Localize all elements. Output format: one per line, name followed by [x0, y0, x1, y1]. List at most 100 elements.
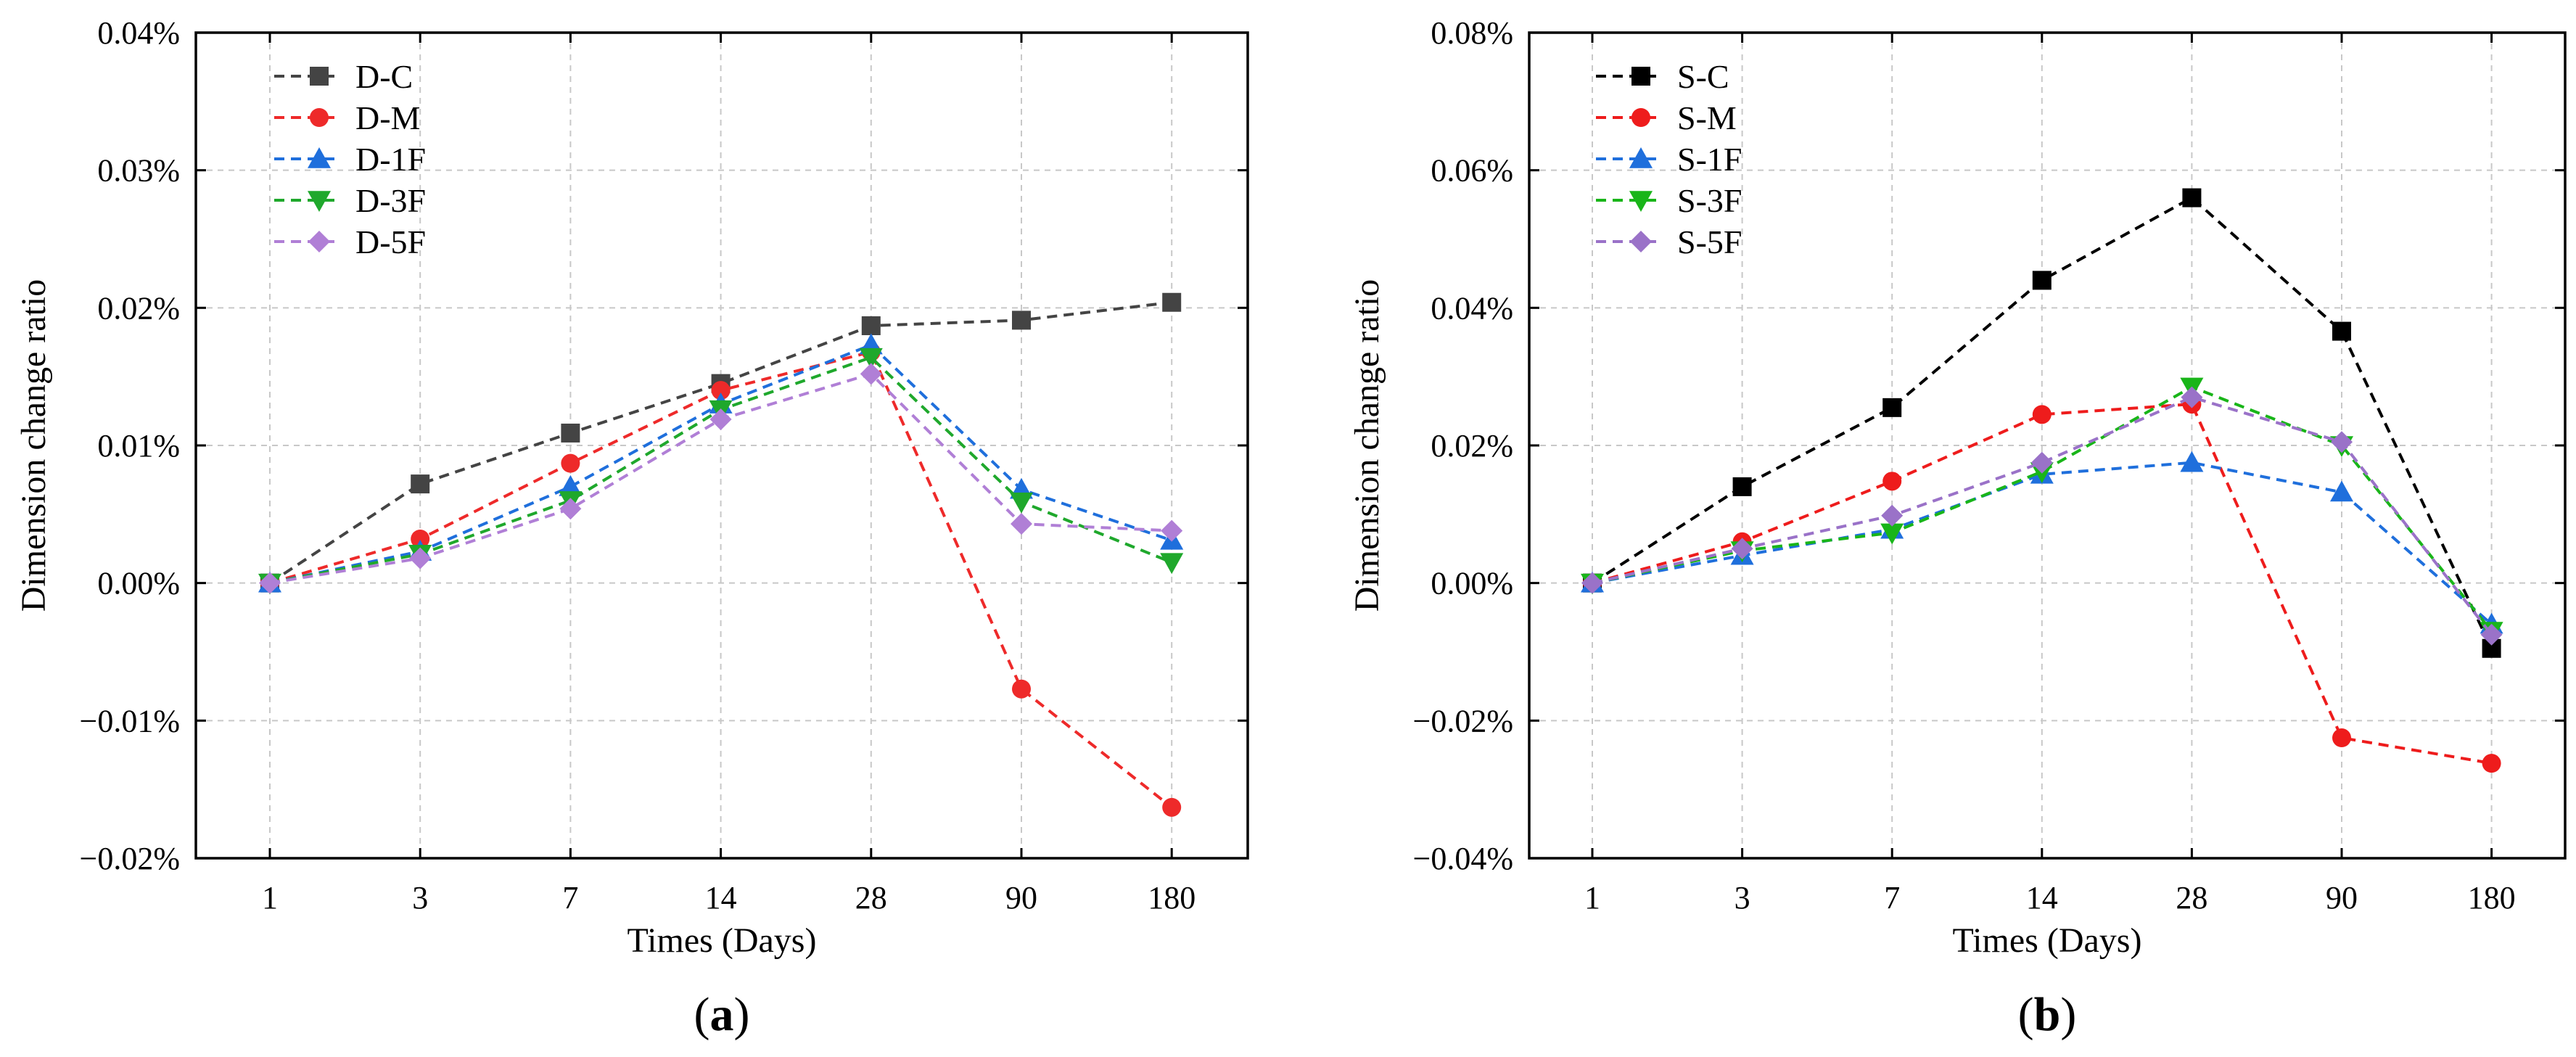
data-point: [1581, 572, 1603, 594]
chart-panel-a: −0.02% −0.01% 0.00% 0.01% 0.02% 0.03% 0.04% 1 3 7…: [15, 15, 1249, 1041]
y-tick-label: 0.02%: [97, 290, 180, 326]
series-line: [268, 300, 1172, 585]
data-point: [2030, 451, 2053, 474]
legend-entry-d-3f: D-3F: [274, 182, 426, 219]
y-tick-label: 0.04%: [1431, 290, 1513, 326]
data-point: [1731, 538, 1753, 560]
legend-label: S-1F: [1677, 141, 1742, 178]
x-axis-title: Times (Days): [1953, 921, 2142, 960]
data-point: [1882, 472, 1902, 491]
x-tick-label: 7: [1884, 880, 1900, 916]
data-point: [1010, 492, 1033, 514]
legend-entry-s-m: S-M: [1596, 99, 1737, 136]
x-tick-label: 14: [705, 880, 737, 916]
data-point: [559, 498, 582, 520]
x-tick-label: 180: [1148, 880, 1196, 916]
y-tick-label: 0.01%: [97, 428, 180, 464]
legend-entry-s-1f: S-1F: [1596, 141, 1742, 178]
data-point: [1162, 797, 1182, 817]
panel-label-open: (: [2018, 988, 2034, 1041]
y-tick-label: 0.08%: [1431, 15, 1513, 51]
panel-label-letter: a: [710, 988, 734, 1041]
legend-label: S-5F: [1677, 223, 1742, 260]
data-point: [1012, 679, 1031, 699]
legend-marker: [308, 231, 330, 252]
data-point: [860, 363, 882, 385]
data-point: [2331, 431, 2353, 453]
series-s-5f: [1581, 386, 2503, 646]
x-tick-label: 28: [855, 880, 887, 916]
data-point: [1882, 398, 1902, 417]
x-tick-label: 7: [562, 880, 578, 916]
data-point: [2032, 271, 2052, 290]
panel-label: (b): [2018, 988, 2077, 1041]
panel-label-open: (: [694, 988, 710, 1041]
y-tick-label: 0.03%: [97, 153, 180, 189]
y-tick-label: −0.01%: [80, 703, 180, 739]
legend: D-C D-M D-1F D-3F D-5F: [274, 58, 426, 260]
y-tick-label: −0.02%: [1413, 703, 1513, 739]
legend-label: D-3F: [355, 182, 426, 219]
data-point: [1161, 519, 1183, 542]
y-tick-label: 0.04%: [97, 15, 180, 51]
legend-entry-d-1f: D-1F: [274, 141, 426, 178]
data-point: [1160, 553, 1184, 575]
data-point: [711, 381, 731, 400]
data-point: [1011, 513, 1032, 535]
legend-marker: [1631, 67, 1650, 86]
legend-marker: [1629, 147, 1653, 168]
x-tick-label: 28: [2176, 880, 2207, 916]
data-point: [259, 572, 281, 594]
data-point: [2480, 623, 2503, 646]
legend-label: D-C: [355, 58, 413, 95]
data-point: [861, 316, 881, 335]
legend-marker: [1631, 108, 1650, 127]
legend-marker: [1629, 191, 1653, 212]
data-point: [411, 529, 430, 548]
data-point: [1732, 477, 1752, 496]
data-point: [561, 453, 580, 473]
legend-entry-s-5f: S-5F: [1596, 223, 1742, 260]
data-point: [2482, 754, 2501, 773]
legend-label: D-1F: [355, 141, 426, 178]
y-tick-label: −0.02%: [80, 841, 180, 876]
data-point: [2180, 451, 2204, 472]
legend-label: S-M: [1677, 99, 1737, 136]
legend-label: D-M: [355, 99, 420, 136]
x-tick-label: 90: [1005, 880, 1037, 916]
data-point: [2332, 728, 2351, 748]
series-d-5f: [259, 363, 1183, 594]
y-axis-title: Dimension change ratio: [1348, 279, 1386, 612]
data-point: [709, 408, 732, 430]
data-point: [409, 547, 432, 569]
data-point: [2332, 321, 2351, 341]
data-point: [411, 474, 430, 494]
legend-marker: [310, 108, 329, 127]
panel-label-close: ): [2060, 988, 2076, 1041]
x-tick-label: 1: [1584, 880, 1600, 916]
legend-entry-s-c: S-C: [1596, 58, 1729, 95]
data-point: [561, 423, 580, 443]
data-point: [1012, 310, 1031, 330]
legend-marker: [308, 191, 331, 212]
data-point: [1881, 504, 1904, 527]
data-point: [2181, 386, 2203, 408]
y-tick-label: 0.06%: [1431, 153, 1513, 189]
legend-label: S-3F: [1677, 182, 1742, 219]
panel-label-close: ): [734, 988, 750, 1041]
y-tick-label: 0.00%: [97, 566, 180, 601]
data-point: [2330, 480, 2353, 502]
data-point: [1162, 292, 1182, 312]
legend-entry-d-c: D-C: [274, 58, 413, 95]
legend-label: S-C: [1677, 58, 1729, 95]
x-tick-label: 3: [1735, 880, 1750, 916]
legend-entry-s-3f: S-3F: [1596, 182, 1742, 219]
legend-marker: [1630, 231, 1652, 252]
legend-marker: [308, 147, 331, 168]
data-point: [559, 474, 583, 496]
y-tick-label: −0.04%: [1413, 841, 1513, 876]
legend-marker: [310, 67, 329, 86]
data-point: [2182, 188, 2202, 207]
y-tick-label: 0.00%: [1431, 566, 1513, 601]
